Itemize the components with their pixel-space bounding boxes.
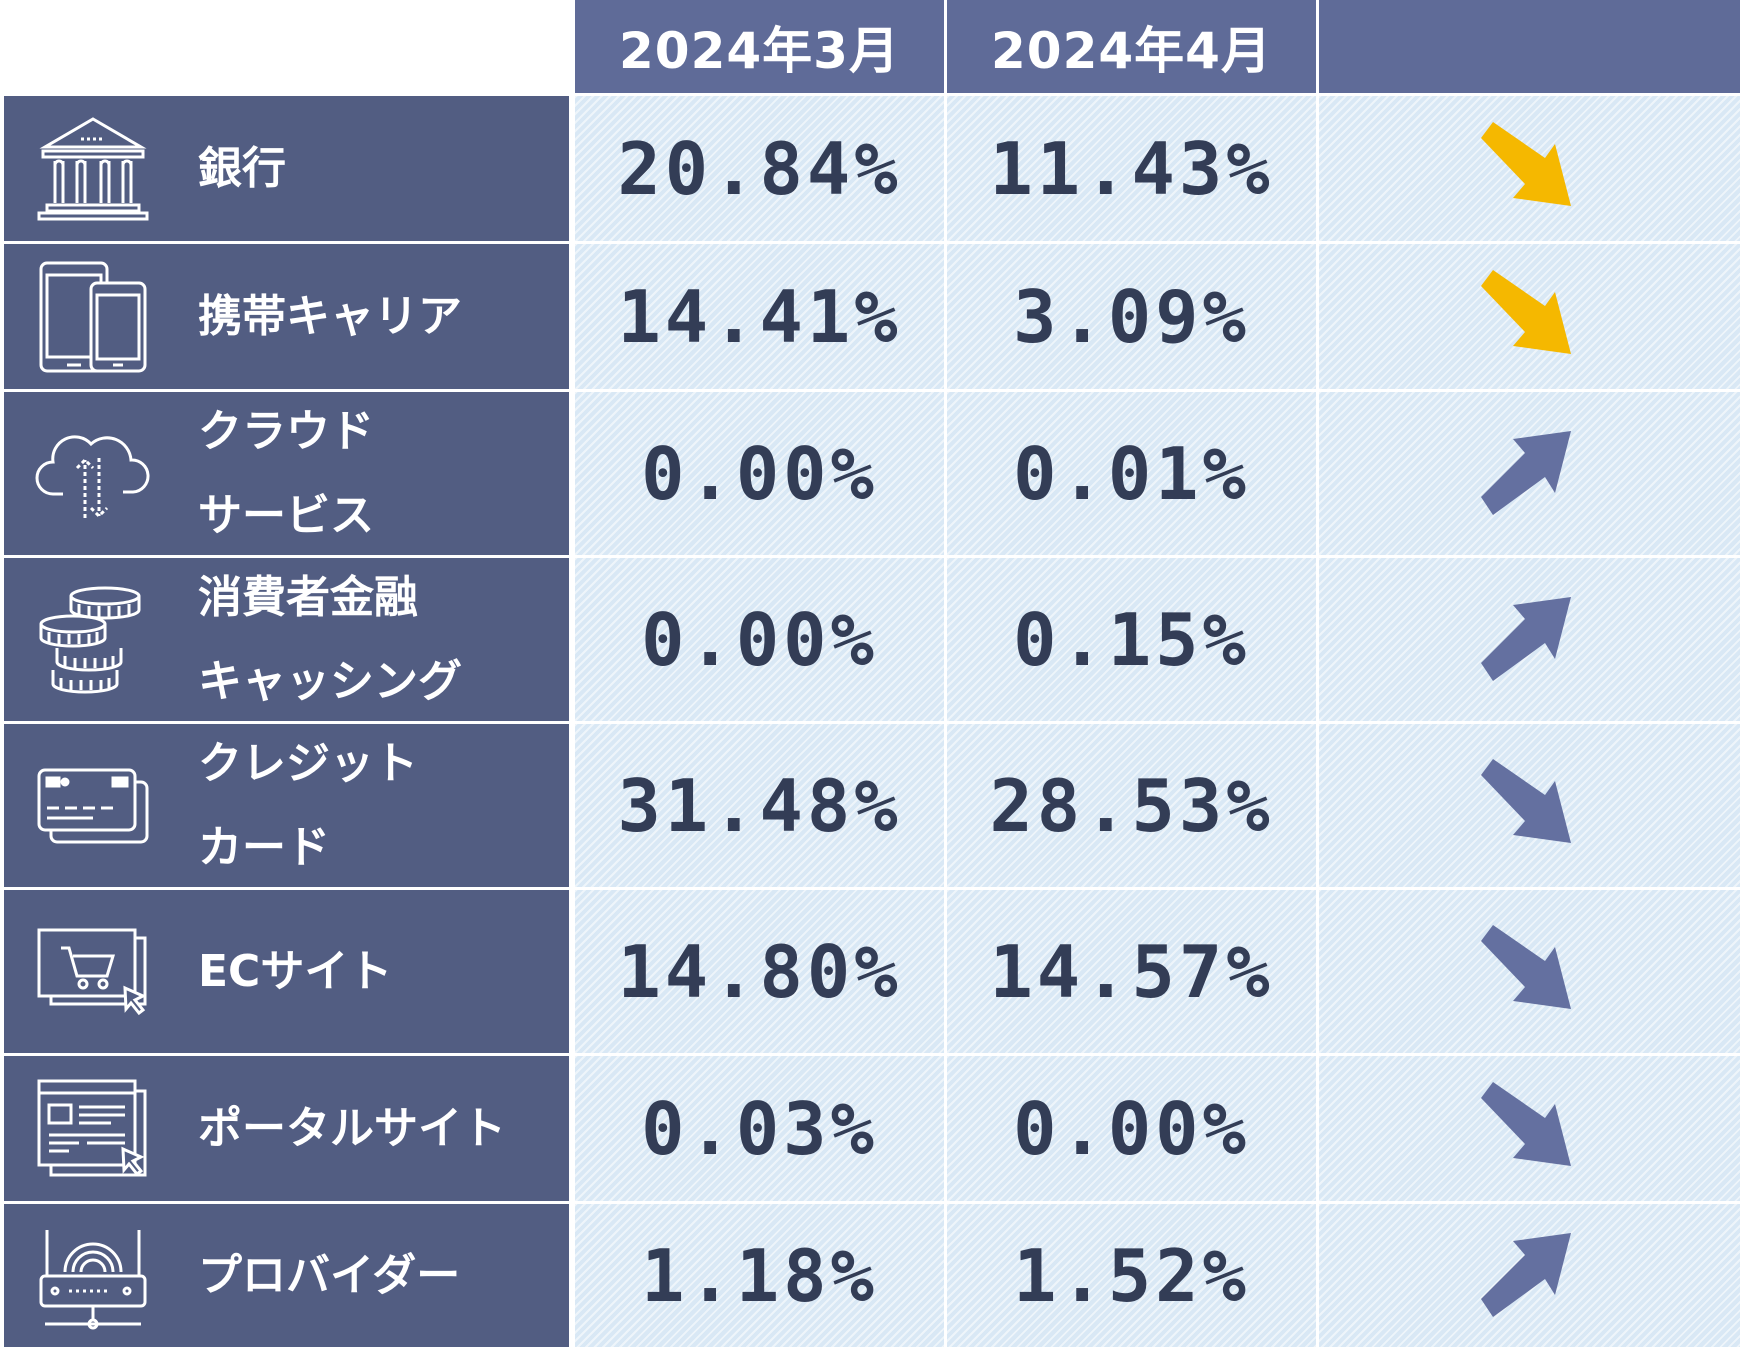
value-april: 14.57% — [944, 890, 1316, 1056]
column-header-march: 2024年3月 — [572, 0, 944, 96]
category-label-line: サービス — [198, 489, 374, 541]
column-header-trend — [1316, 0, 1740, 96]
row-label-0: 銀行 — [4, 96, 572, 244]
category-label-line: クラウド — [198, 405, 374, 457]
category-label: 消費者金融キャッシング — [198, 556, 462, 724]
value-april: 3.09% — [944, 244, 1316, 392]
category-label: ポータルサイト — [198, 1087, 506, 1171]
value-april: 0.00% — [944, 1056, 1316, 1204]
coins-stack-icon — [18, 558, 168, 721]
arrow-up-right-icon — [1475, 427, 1585, 521]
row-label-1: 携帯キャリア — [4, 244, 572, 392]
value-march: 1.18% — [572, 1204, 944, 1350]
value-march: 0.03% — [572, 1056, 944, 1204]
value-april: 0.15% — [944, 558, 1316, 724]
row-label-2: クラウド サービス — [4, 392, 572, 558]
category-label-line: 消費者金融 — [198, 571, 418, 623]
value-march: 0.00% — [572, 392, 944, 558]
bank-icon — [18, 96, 168, 241]
value-april: 11.43% — [944, 96, 1316, 244]
value-march: 31.48% — [572, 724, 944, 890]
value-march: 14.41% — [572, 244, 944, 392]
trend-cell — [1316, 96, 1740, 244]
trend-cell — [1316, 244, 1740, 392]
arrow-down-right-icon — [1475, 758, 1585, 853]
row-label-3: 消費者金融キャッシング — [4, 558, 572, 724]
category-label-line: プロバイダー — [198, 1249, 461, 1301]
row-label-7: プロバイダー — [4, 1204, 572, 1350]
category-label-line: 携帯キャリア — [198, 290, 462, 342]
arrow-down-right-icon — [1475, 121, 1585, 216]
web-portal-icon — [18, 1056, 168, 1201]
trend-cell — [1316, 558, 1740, 724]
mobile-devices-icon — [18, 244, 168, 389]
category-label: 銀行 — [198, 127, 286, 211]
category-label: プロバイダー — [198, 1234, 460, 1318]
value-march: 14.80% — [572, 890, 944, 1056]
value-march: 0.00% — [572, 558, 944, 724]
value-march: 20.84% — [572, 96, 944, 244]
trend-cell — [1316, 890, 1740, 1056]
category-label-line: 銀行 — [198, 142, 286, 194]
trend-cell — [1316, 1056, 1740, 1204]
category-label-line: カード — [198, 821, 330, 873]
row-label-6: ポータルサイト — [4, 1056, 572, 1204]
arrow-up-right-icon — [1475, 1229, 1585, 1323]
category-label: クラウド サービス — [198, 390, 374, 558]
category-label-line: クレジット — [198, 737, 418, 789]
trend-cell — [1316, 724, 1740, 890]
cloud-sync-icon — [18, 392, 168, 555]
row-label-4: クレジット カード — [4, 724, 572, 890]
shopping-cart-icon — [18, 890, 168, 1053]
header-corner — [0, 0, 572, 96]
router-icon — [18, 1204, 168, 1347]
arrow-up-right-icon — [1475, 593, 1585, 687]
credit-card-icon — [18, 724, 168, 887]
category-label-line: ECサイト — [198, 945, 393, 997]
value-april: 0.01% — [944, 392, 1316, 558]
value-april: 28.53% — [944, 724, 1316, 890]
arrow-down-right-icon — [1475, 924, 1585, 1019]
category-label: クレジット カード — [198, 722, 418, 890]
trend-cell — [1316, 1204, 1740, 1350]
arrow-down-right-icon — [1475, 269, 1585, 364]
arrow-down-right-icon — [1475, 1081, 1585, 1176]
category-label-line: キャッシング — [198, 655, 462, 707]
row-label-5: ECサイト — [4, 890, 572, 1056]
trend-cell — [1316, 392, 1740, 558]
column-header-april: 2024年4月 — [944, 0, 1316, 96]
category-label: 携帯キャリア — [198, 275, 462, 359]
category-label-line: ポータルサイト — [198, 1102, 506, 1154]
category-label: ECサイト — [198, 930, 392, 1014]
value-april: 1.52% — [944, 1204, 1316, 1350]
